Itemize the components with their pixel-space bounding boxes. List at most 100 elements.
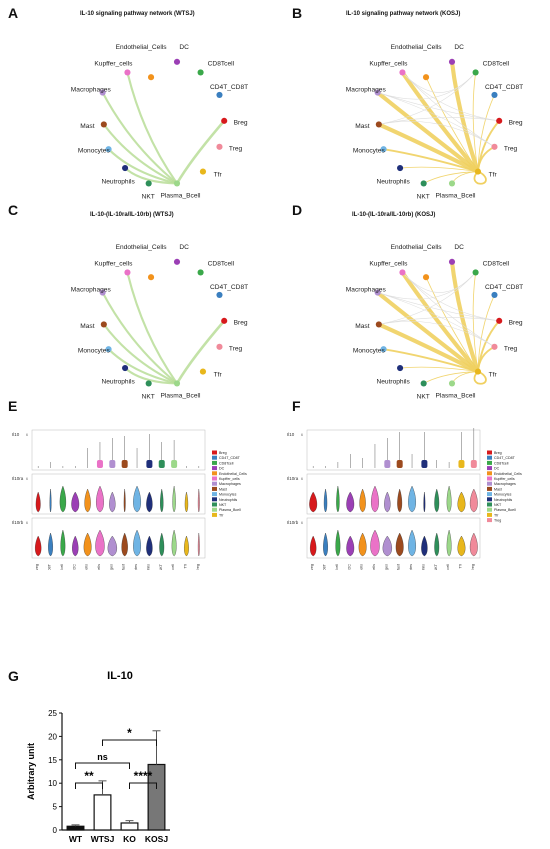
- legend-label-cd4t-cd8t: CD4T_CD8T: [219, 456, 241, 460]
- bg-edge: [402, 72, 495, 148]
- violin-il10rb-plasma-bcell: [446, 529, 452, 557]
- node-label-cd8tcell: CD8Tcell: [208, 260, 235, 267]
- violin-il10ra-mast: [397, 488, 403, 513]
- node-label-treg: Treg: [504, 145, 518, 152]
- node-endothelial-cells: [147, 74, 155, 81]
- legend-swatch-cd8tcell: [487, 460, 492, 465]
- node-label-cd8tcell: CD8Tcell: [208, 60, 235, 67]
- violin-il10rb-tfr: [184, 535, 189, 557]
- legend-swatch-neutrophils: [212, 497, 217, 502]
- node-label-tfr: Tfr: [214, 171, 223, 178]
- edge-macrophages: [101, 292, 178, 385]
- node-label-mast: Mast: [355, 323, 369, 330]
- node-dc: [173, 58, 181, 65]
- violin-il10rb-endothelial-cells: [83, 532, 92, 557]
- panel-label-b: B: [292, 5, 303, 21]
- bar-wt: [66, 825, 85, 831]
- violin-il10ra-cd8tcell: [59, 485, 67, 513]
- legend-swatch-macrophages: [487, 481, 492, 486]
- node-endothelial-cells: [147, 274, 155, 281]
- legend-label-tfr: Tfr: [219, 513, 224, 517]
- edge-breg: [175, 120, 226, 185]
- y-tick-label: 25: [48, 709, 57, 718]
- violin-body: [171, 460, 178, 468]
- violin-il10rb-treg: [197, 532, 200, 557]
- violin-body: [158, 460, 165, 468]
- node-kupffer-cells: [399, 69, 406, 76]
- violin-il10rb-dc: [346, 535, 355, 557]
- x-tick-treg: Treg: [471, 564, 475, 570]
- edge-macrophages: [376, 290, 480, 374]
- node-mast: [100, 121, 107, 128]
- violin-row-frame: [306, 473, 481, 515]
- x-tick-neutrophils: Neutrophils: [146, 564, 150, 570]
- edge-treg: [477, 145, 495, 172]
- node-macrophages: [374, 89, 381, 96]
- violin-il10ra-endothelial-cells: [84, 488, 91, 513]
- violin-il10rb-breg: [310, 535, 317, 557]
- node-label-breg: Breg: [509, 319, 523, 326]
- edge-mast: [378, 322, 479, 374]
- panel-label-g: G: [8, 668, 19, 684]
- node-label-plasma-bcell: Plasma_Bcell: [435, 193, 475, 200]
- x-tick-nkt: NKT: [434, 563, 438, 570]
- bg-edge: [377, 92, 500, 122]
- x-tick-neutrophils: Neutrophils: [421, 564, 425, 570]
- node-label-monocytes: Monocytes: [353, 148, 386, 155]
- x-tick-breg: Breg: [310, 564, 314, 570]
- node-treg: [216, 343, 223, 350]
- node-monocytes: [380, 346, 387, 353]
- sig-bracket: [75, 762, 130, 769]
- node-plasma-bcell: [173, 180, 181, 187]
- edge-cd8tcell: [472, 72, 479, 172]
- x-tick-tfr: Tfr: [183, 563, 187, 568]
- node-monocytes: [105, 346, 112, 353]
- node-mast: [100, 321, 107, 328]
- edge-nkt: [423, 371, 478, 384]
- violin-il10ra-breg: [35, 491, 41, 513]
- violin-il10ra-dc: [346, 491, 355, 513]
- edge-cd8tcell: [472, 272, 479, 372]
- node-label-cd4t-cd8t: CD4T_CD8T: [485, 84, 523, 91]
- gene-label-il10rb: Il10rb: [12, 520, 24, 525]
- violin-body: [396, 460, 403, 468]
- x-tick-macrophages: Macrophages: [384, 564, 388, 570]
- violin-il10ra-macrophages: [384, 491, 391, 513]
- legend-label-cd4t-cd8t: CD4T_CD8T: [494, 456, 516, 460]
- x-tick-treg: Treg: [196, 564, 200, 570]
- legend-swatch-macrophages: [212, 481, 217, 486]
- node-cd8tcell: [472, 69, 479, 76]
- node-tfr: [199, 368, 207, 375]
- panel-label-f: F: [292, 398, 301, 414]
- legend-label-cd8tcell: CD8Tcell: [219, 461, 234, 465]
- violin-il10rb-plasma-bcell: [171, 529, 177, 557]
- x-tick-kupffer-cells: Kupffer_cells: [372, 564, 376, 570]
- edge-kupffer-cells: [126, 272, 178, 385]
- edge-cd4t-cd8t: [477, 94, 495, 172]
- chart-title: IL-10: [107, 670, 133, 682]
- network-b: Endothelial_Cells DC Kupffer_cells CD8Tcell…: [346, 44, 523, 200]
- violin-il10ra-tfr: [457, 491, 466, 513]
- node-breg: [496, 317, 503, 324]
- node-label-kupffer-cells: Kupffer_cells: [369, 260, 408, 267]
- node-neutrophils: [397, 364, 404, 372]
- edge-monocytes: [383, 348, 479, 373]
- node-plasma-bcell: [448, 380, 456, 387]
- node-label-plasma-bcell: Plasma_Bcell: [160, 193, 200, 200]
- node-label-nkt: NKT: [417, 394, 430, 400]
- edge-macrophages: [101, 92, 178, 185]
- node-label-cd8tcell: CD8Tcell: [483, 60, 510, 67]
- violin-body: [146, 460, 153, 468]
- bar-wtsj: [93, 794, 112, 831]
- legend-label-plasma-bcell: Plasma_Bcell: [219, 508, 241, 512]
- x-tick-endothelial-cells: Endothelial_Cells: [85, 564, 89, 570]
- legend-label-kupffer-cells: Kupffer_cells: [219, 477, 240, 481]
- legend-label-dc: DC: [494, 467, 500, 471]
- violin-row-frame: [306, 517, 481, 559]
- bar-ko: [120, 822, 139, 831]
- node-label-treg: Treg: [229, 145, 243, 152]
- panel-title-b: IL-10 signaling pathway network (KOSJ): [346, 11, 461, 17]
- legend-swatch-tfr: [212, 512, 217, 517]
- violin-il10rb-kupffer-cells: [95, 529, 105, 557]
- node-label-treg: Treg: [229, 345, 243, 352]
